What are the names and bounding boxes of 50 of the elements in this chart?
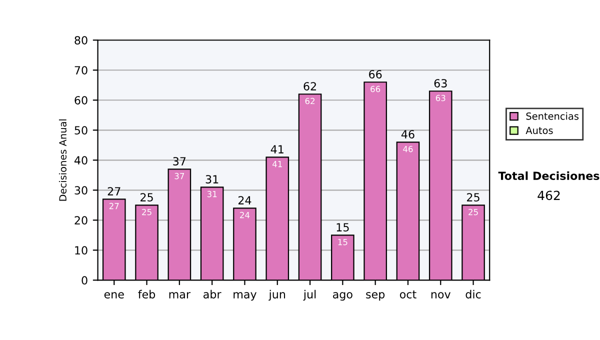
total-label: 62	[304, 82, 316, 90]
data-label: 25	[468, 208, 478, 216]
x-tick-label: ene	[104, 292, 124, 298]
y-tick-label: 20	[74, 216, 88, 225]
data-label: 62	[305, 98, 314, 104]
text: Total Decisiones	[498, 171, 600, 180]
data-label: 66	[370, 86, 380, 92]
x-tick-label: sep	[366, 292, 385, 301]
legend-label: Autos	[526, 126, 553, 134]
total-label: 37	[173, 157, 186, 166]
total-label: 24	[238, 196, 252, 204]
total-label: 46	[401, 130, 414, 138]
y-tick-label: 10	[75, 246, 88, 255]
total-label: 15	[336, 223, 349, 232]
x-tick-label: jul	[303, 290, 316, 301]
y-tick-label: 30	[74, 186, 88, 195]
data-label: 37	[174, 172, 184, 180]
x-tick-label: ago	[333, 292, 352, 301]
x-tick-label: mar	[169, 292, 191, 298]
total-label: 63	[434, 79, 447, 88]
data-label: 41	[272, 160, 282, 168]
total-label: 31	[206, 175, 218, 184]
x-tick-label: dic	[466, 290, 481, 298]
legend-label: Sentencias	[526, 112, 579, 120]
y-tick-label: 80	[74, 36, 88, 44]
data-label: 31	[207, 190, 217, 198]
data-label: 24	[240, 212, 250, 218]
x-tick-label: may	[234, 292, 256, 301]
x-tick-label: oct	[400, 290, 416, 298]
total-label: 41	[270, 145, 284, 154]
x-tick-label: jun	[268, 290, 286, 301]
data-label: 63	[436, 94, 446, 102]
x-tick-label: nov	[431, 292, 450, 298]
text: 462	[538, 190, 560, 200]
data-label: 46	[403, 146, 413, 152]
total-label: 27	[108, 187, 120, 196]
data-label: 25	[142, 208, 152, 216]
data-label: 15	[338, 239, 348, 246]
y-tick-label: 70	[74, 66, 88, 75]
y-axis-title: Decisiones Anual	[58, 119, 66, 201]
y-tick-label: 50	[74, 126, 88, 135]
y-tick-label: 40	[74, 156, 88, 165]
y-tick-label: 0	[82, 276, 88, 285]
total-label: 66	[369, 70, 382, 78]
y-tick-label: 60	[74, 96, 88, 105]
total-label: 25	[467, 193, 480, 202]
data-label: 27	[109, 202, 119, 210]
x-tick-label: feb	[138, 290, 156, 298]
x-tick-label: abr	[204, 290, 222, 298]
total-label: 25	[140, 193, 153, 202]
